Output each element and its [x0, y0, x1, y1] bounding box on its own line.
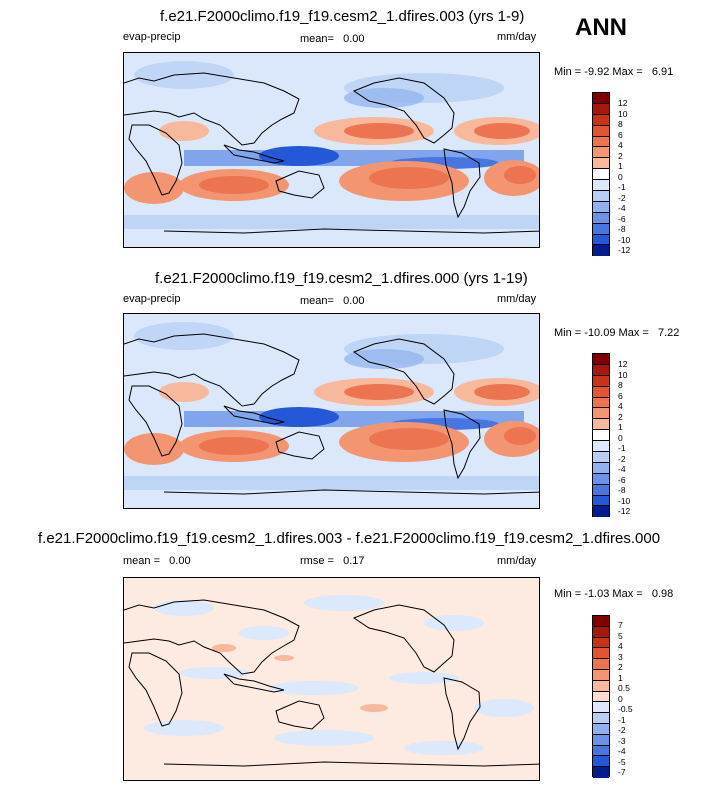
panel-1-colorbar-tick: 2 — [618, 150, 623, 161]
panel-1-mean-label: mean= 0.00 — [300, 33, 365, 45]
panel-3-colorbar-tick: 0 — [618, 693, 623, 704]
panel-2-colorbar-tick: -6 — [618, 474, 626, 485]
panel-1-colorbar-tick: 10 — [618, 108, 628, 119]
panel-1-max-value: 6.91 — [651, 66, 674, 78]
panel-2-colorbar-tick: 12 — [618, 359, 628, 369]
panel-2-colorbar-tick: -12 — [618, 506, 631, 516]
panel-1-colorbar-tick: -2 — [618, 192, 626, 203]
panel-1-minmax: Min = -9.92 Max = 6.91 — [554, 66, 674, 78]
panel-3-colorbar-tick: -5 — [618, 756, 626, 767]
panel-3-colorbar-tick: -4 — [618, 746, 626, 756]
panel-3-colorbar-tick: -7 — [618, 767, 626, 777]
panel-3-colorbar-tick: -2 — [618, 725, 626, 735]
panel-1-map — [123, 52, 540, 248]
panel-1-colorbar-tick: 6 — [618, 129, 623, 140]
panel-1-colorbar-tick: -1 — [618, 182, 626, 192]
panel-1-colorbar-tick: 0 — [618, 171, 623, 182]
season-label: ANN — [575, 14, 627, 41]
panel-1-colorbar-tick: 4 — [618, 140, 623, 150]
panel-2-colorbar-tick: -8 — [618, 485, 626, 495]
panel-2-colorbar-tick: 1 — [618, 422, 623, 432]
panel-1-colorbar-tick: -8 — [618, 224, 626, 234]
panel-3-map — [123, 577, 540, 781]
panel-3-rmse-value: 0.17 — [343, 555, 365, 567]
panel-3-minmax: Min = -1.03 Max = 0.98 — [554, 588, 674, 600]
panel-2-mean-label: mean= 0.00 — [300, 295, 365, 307]
panel-3-colorbar-tick: 4 — [618, 641, 623, 651]
panel-1-min-value: -9.92 — [584, 66, 610, 78]
panel-3-colorbar-tick: 5 — [618, 630, 623, 641]
panel-3-colorbar-tick: 2 — [618, 662, 623, 672]
panel-3-colorbar-tick: 3 — [618, 651, 623, 662]
panel-1-units: mm/day — [497, 31, 537, 43]
panel-1-variable-label: evap-precip — [123, 31, 181, 43]
panel-3-colorbar-tick: 1 — [618, 672, 623, 683]
panel-1-colorbar-tick: 12 — [618, 98, 628, 108]
panel-2-colorbar-tick: -10 — [618, 495, 631, 506]
panel-2-colorbar-tick: 10 — [618, 369, 628, 380]
panel-2-title: f.e21.F2000climo.f19_f19.cesm2_1.dfires.… — [155, 270, 528, 287]
panel-3-colorbar-tick: -1 — [618, 714, 626, 725]
panel-2-variable-label: evap-precip — [123, 293, 181, 305]
panel-2-mean-value: 0.00 — [343, 295, 365, 307]
panel-3-title: f.e21.F2000climo.f19_f19.cesm2_1.dfires.… — [38, 530, 661, 547]
panel-1-colorbar-tick: -6 — [618, 213, 626, 224]
panel-3-colorbar — [592, 615, 610, 778]
panel-1-colorbar-tick: -10 — [618, 234, 631, 245]
panel-1-colorbar-tick: 1 — [618, 161, 623, 171]
panel-3-mean-label: mean = 0.00 — [123, 555, 191, 567]
panel-2-map — [123, 313, 540, 509]
panel-2-units: mm/day — [497, 293, 537, 305]
panel-2-colorbar-tick: -4 — [618, 464, 626, 474]
panel-2-colorbar-tick: 2 — [618, 411, 623, 422]
panel-3-colorbar-tick: -3 — [618, 735, 626, 746]
panel-2-minmax: Min = -10.09 Max = 7.22 — [554, 327, 680, 339]
panel-2-colorbar-tick: -2 — [618, 453, 626, 464]
panel-1-title: f.e21.F2000climo.f19_f19.cesm2_1.dfires.… — [160, 8, 525, 25]
panel-2-min-value: -10.09 — [584, 327, 616, 339]
panel-1-colorbar-tick: 8 — [618, 119, 623, 129]
panel-2-colorbar-tick: 0 — [618, 432, 623, 443]
panel-2-colorbar-tick: 6 — [618, 390, 623, 401]
panel-2-colorbar — [592, 353, 610, 518]
panel-3-max-value: 0.98 — [651, 588, 674, 600]
panel-1-colorbar-tick: -4 — [618, 203, 626, 213]
panel-1-colorbar-tick: -12 — [618, 245, 631, 255]
panel-2-max-value: 7.22 — [657, 327, 680, 339]
panel-3-colorbar-tick: 0.5 — [618, 683, 630, 693]
panel-3-colorbar-tick: 7 — [618, 620, 623, 630]
panel-3-units: mm/day — [497, 555, 537, 567]
panel-3-mean-value: 0.00 — [169, 555, 191, 567]
panel-1-colorbar — [592, 92, 610, 257]
panel-3-colorbar-tick: -0.5 — [618, 704, 633, 714]
panel-3-rmse-label: rmse = 0.17 — [300, 555, 365, 567]
panel-1-mean-value: 0.00 — [343, 33, 365, 45]
panel-2-colorbar-tick: 4 — [618, 401, 623, 411]
panel-2-colorbar-tick: 8 — [618, 380, 623, 390]
panel-3-min-value: -1.03 — [584, 588, 610, 600]
panel-2-colorbar-tick: -1 — [618, 443, 626, 453]
